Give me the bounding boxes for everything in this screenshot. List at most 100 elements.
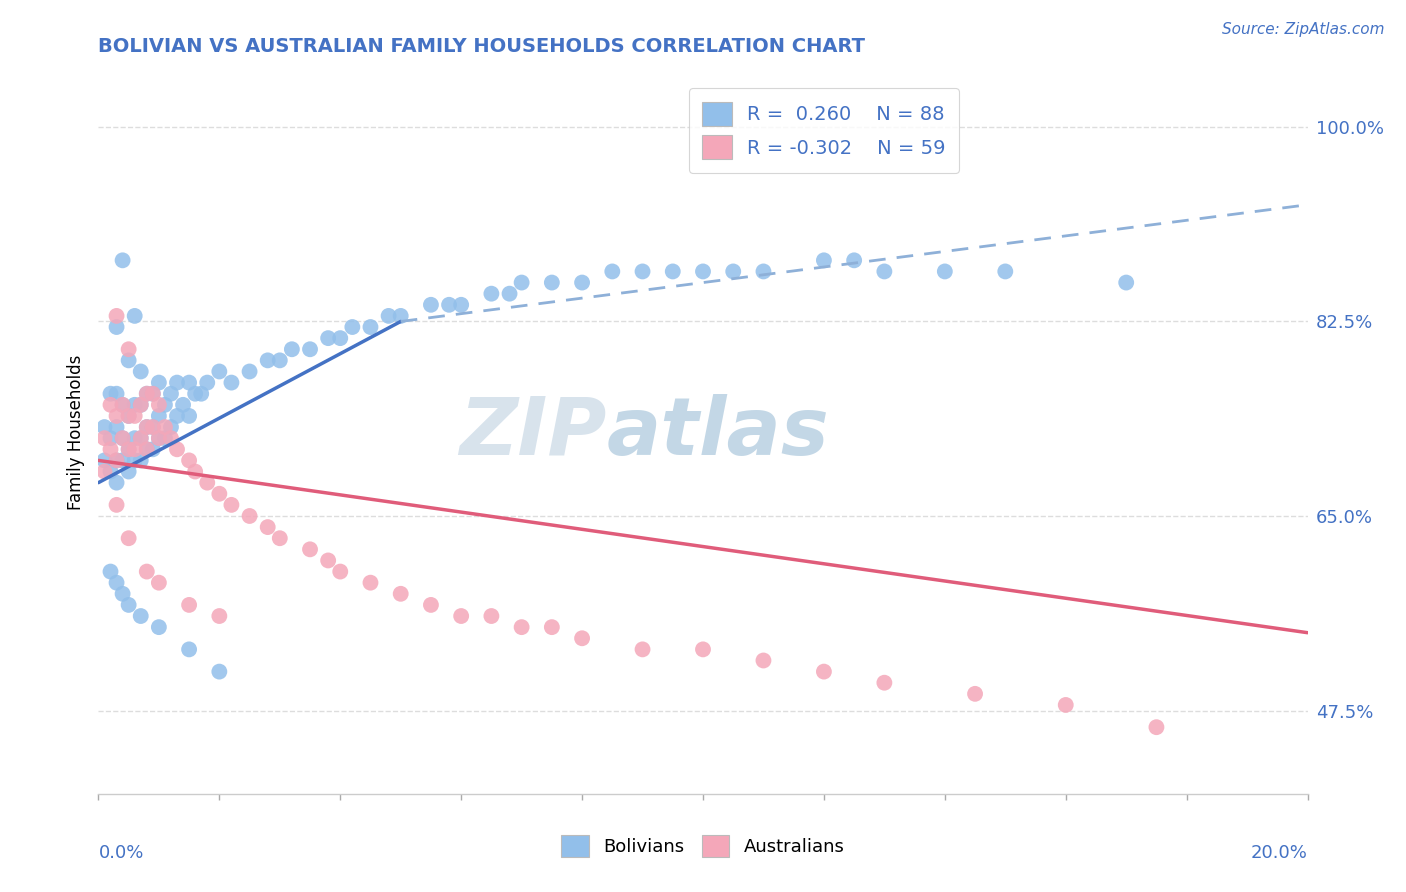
Point bbox=[148, 620, 170, 634]
Point bbox=[111, 453, 134, 467]
Point bbox=[540, 620, 562, 634]
Point bbox=[166, 442, 188, 457]
Point bbox=[208, 609, 231, 624]
Point bbox=[93, 420, 115, 434]
Point bbox=[118, 465, 141, 479]
Point bbox=[873, 264, 896, 278]
Point bbox=[148, 431, 170, 445]
Point bbox=[135, 442, 157, 457]
Point bbox=[934, 264, 956, 278]
Point bbox=[389, 309, 412, 323]
Point bbox=[208, 665, 231, 679]
Point bbox=[100, 465, 122, 479]
Point bbox=[1054, 698, 1077, 712]
Text: atlas: atlas bbox=[606, 393, 830, 472]
Point bbox=[602, 264, 624, 278]
Text: 20.0%: 20.0% bbox=[1251, 845, 1308, 863]
Point bbox=[269, 353, 291, 368]
Point bbox=[124, 309, 146, 323]
Point bbox=[256, 353, 278, 368]
Point bbox=[142, 386, 165, 401]
Point bbox=[100, 386, 122, 401]
Point bbox=[510, 276, 533, 290]
Point bbox=[118, 442, 141, 457]
Point bbox=[166, 376, 188, 390]
Point bbox=[813, 665, 835, 679]
Point bbox=[148, 431, 170, 445]
Point bbox=[166, 409, 188, 423]
Point bbox=[437, 298, 460, 312]
Point bbox=[148, 575, 170, 590]
Point bbox=[329, 331, 352, 345]
Point bbox=[692, 264, 714, 278]
Point bbox=[105, 575, 128, 590]
Point bbox=[239, 508, 262, 523]
Point bbox=[148, 409, 170, 423]
Point bbox=[153, 420, 176, 434]
Point bbox=[118, 353, 141, 368]
Point bbox=[135, 386, 157, 401]
Point bbox=[129, 609, 152, 624]
Point bbox=[111, 253, 134, 268]
Point bbox=[190, 386, 212, 401]
Point bbox=[631, 264, 654, 278]
Point bbox=[135, 420, 157, 434]
Point bbox=[105, 453, 128, 467]
Point bbox=[124, 431, 146, 445]
Point bbox=[873, 675, 896, 690]
Point bbox=[93, 431, 115, 445]
Point bbox=[148, 376, 170, 390]
Text: BOLIVIAN VS AUSTRALIAN FAMILY HOUSEHOLDS CORRELATION CHART: BOLIVIAN VS AUSTRALIAN FAMILY HOUSEHOLDS… bbox=[98, 37, 866, 56]
Point bbox=[105, 453, 128, 467]
Point bbox=[105, 475, 128, 490]
Point bbox=[481, 286, 503, 301]
Point bbox=[299, 542, 322, 557]
Point bbox=[124, 442, 146, 457]
Point bbox=[540, 276, 562, 290]
Point bbox=[389, 587, 412, 601]
Point bbox=[571, 276, 593, 290]
Point bbox=[692, 642, 714, 657]
Point bbox=[111, 398, 134, 412]
Point bbox=[661, 264, 683, 278]
Point bbox=[450, 609, 472, 624]
Point bbox=[256, 520, 278, 534]
Point bbox=[129, 453, 152, 467]
Point bbox=[142, 386, 165, 401]
Point bbox=[420, 598, 443, 612]
Point bbox=[208, 364, 231, 378]
Point bbox=[752, 264, 775, 278]
Point bbox=[813, 253, 835, 268]
Point bbox=[118, 409, 141, 423]
Point bbox=[129, 431, 152, 445]
Point bbox=[179, 598, 201, 612]
Point bbox=[135, 565, 157, 579]
Point bbox=[124, 453, 146, 467]
Point bbox=[1144, 720, 1167, 734]
Point bbox=[844, 253, 866, 268]
Point bbox=[179, 453, 201, 467]
Point bbox=[129, 398, 152, 412]
Point bbox=[329, 565, 352, 579]
Point bbox=[221, 498, 243, 512]
Point bbox=[129, 364, 152, 378]
Point bbox=[184, 465, 207, 479]
Text: 0.0%: 0.0% bbox=[98, 845, 143, 863]
Point bbox=[571, 632, 593, 646]
Point bbox=[105, 420, 128, 434]
Point bbox=[111, 431, 134, 445]
Point bbox=[723, 264, 745, 278]
Point bbox=[153, 398, 176, 412]
Point bbox=[93, 453, 115, 467]
Point bbox=[160, 431, 183, 445]
Point bbox=[135, 442, 157, 457]
Point bbox=[100, 431, 122, 445]
Point bbox=[153, 431, 176, 445]
Point bbox=[124, 409, 146, 423]
Point bbox=[100, 442, 122, 457]
Point bbox=[129, 431, 152, 445]
Point bbox=[195, 376, 218, 390]
Point bbox=[281, 343, 304, 357]
Point bbox=[179, 642, 201, 657]
Point bbox=[118, 531, 141, 545]
